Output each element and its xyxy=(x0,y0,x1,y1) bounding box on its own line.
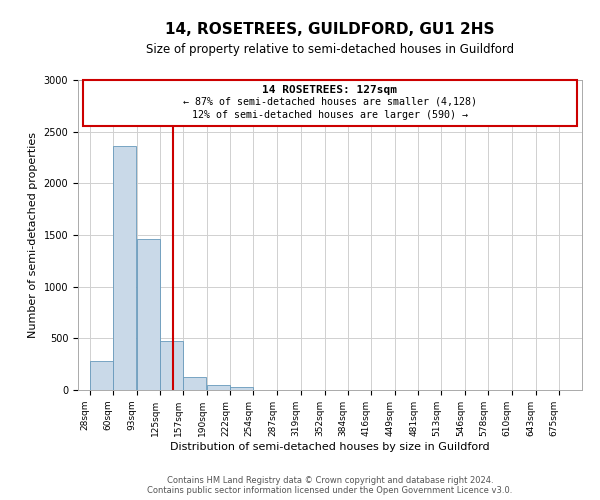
Text: 14, ROSETREES, GUILDFORD, GU1 2HS: 14, ROSETREES, GUILDFORD, GU1 2HS xyxy=(165,22,495,38)
Text: 14 ROSETREES: 127sqm: 14 ROSETREES: 127sqm xyxy=(263,86,398,96)
Text: Contains public sector information licensed under the Open Government Licence v3: Contains public sector information licen… xyxy=(148,486,512,495)
Bar xyxy=(207,385,230,390)
Bar xyxy=(137,238,160,390)
Bar xyxy=(230,387,253,390)
Text: Size of property relative to semi-detached houses in Guildford: Size of property relative to semi-detach… xyxy=(146,42,514,56)
FancyBboxPatch shape xyxy=(83,80,577,126)
Bar xyxy=(113,146,136,390)
Text: ← 87% of semi-detached houses are smaller (4,128): ← 87% of semi-detached houses are smalle… xyxy=(183,96,477,106)
Bar xyxy=(160,342,183,390)
Text: 12% of semi-detached houses are larger (590) →: 12% of semi-detached houses are larger (… xyxy=(192,110,468,120)
Text: Contains HM Land Registry data © Crown copyright and database right 2024.: Contains HM Land Registry data © Crown c… xyxy=(167,476,493,485)
Y-axis label: Number of semi-detached properties: Number of semi-detached properties xyxy=(28,132,38,338)
Bar xyxy=(183,376,206,390)
X-axis label: Distribution of semi-detached houses by size in Guildford: Distribution of semi-detached houses by … xyxy=(170,442,490,452)
Bar xyxy=(89,360,113,390)
